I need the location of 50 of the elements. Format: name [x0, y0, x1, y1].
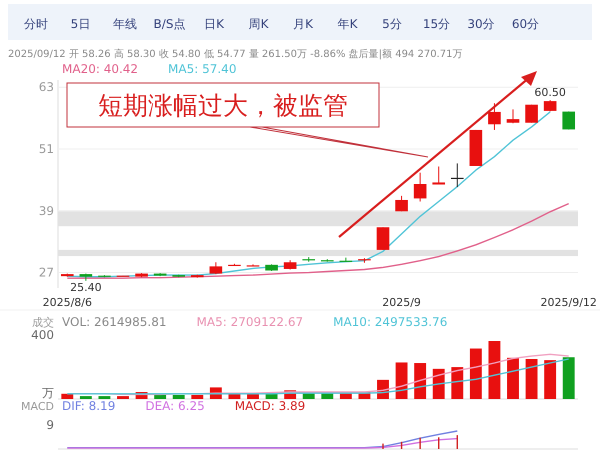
text: MA10: 2497533.76	[333, 315, 448, 329]
text: DEA: 6.25	[145, 399, 205, 413]
bar	[562, 357, 575, 399]
x-tick-label: 2025/9/12	[540, 296, 597, 309]
line-series	[66, 202, 570, 279]
tab-bar: 分时 5日 年线 B/S点 日K 周K 月K 年K 5分 15分 30分 60分	[8, 4, 592, 40]
bar	[396, 362, 408, 399]
candlestick	[506, 108, 520, 124]
annotation: 短期涨幅过大，被监管	[98, 91, 348, 120]
y-tick-label: 39	[38, 204, 54, 218]
bar	[544, 360, 556, 399]
candlestick	[395, 195, 408, 212]
text: 9	[46, 418, 54, 432]
bar	[488, 341, 500, 399]
annotation: 60.50	[534, 86, 566, 100]
text: 400	[31, 328, 54, 342]
y-axis-title: 成交	[32, 316, 54, 329]
bar	[172, 394, 185, 399]
candlestick	[284, 260, 296, 270]
y-tick-label: 51	[38, 142, 54, 156]
text: 万	[42, 386, 54, 400]
bar	[98, 396, 110, 399]
candlestick	[432, 166, 446, 186]
bar	[80, 396, 92, 399]
text: VOL: 2614985.81	[62, 315, 167, 329]
bar	[470, 348, 482, 399]
text: DIF: 8.19	[62, 399, 116, 413]
candlestick	[544, 100, 556, 112]
bar	[507, 358, 519, 399]
candlestick	[376, 226, 390, 250]
text: MA20: 40.42	[62, 62, 138, 76]
candlestick	[488, 102, 501, 130]
candlestick	[414, 172, 426, 202]
bar	[191, 394, 204, 399]
y-tick-label: 27	[38, 266, 54, 280]
text: MA5: 57.40	[168, 62, 236, 76]
candlestick	[210, 262, 222, 275]
y-tick-label: 63	[38, 80, 54, 94]
candlestick	[525, 104, 538, 124]
chart-subtitle: 2025/09/12 开 58.26 高 58.30 收 54.80 低 54.77 量 261.50万 -8.86% 盘后量|额 494 270.71万	[8, 48, 462, 60]
text: MACD: 3.89	[234, 399, 306, 413]
x-tick-label: 2025/9	[382, 296, 421, 309]
text: MA5: 2709122.67	[196, 315, 304, 329]
annotation: 25.40	[70, 280, 102, 294]
bar	[414, 363, 426, 399]
bar	[526, 358, 538, 399]
x-tick-label: 2025/8/6	[42, 296, 92, 309]
bar	[117, 396, 129, 399]
bar	[154, 394, 166, 399]
y-axis-title: MACD	[21, 400, 54, 413]
